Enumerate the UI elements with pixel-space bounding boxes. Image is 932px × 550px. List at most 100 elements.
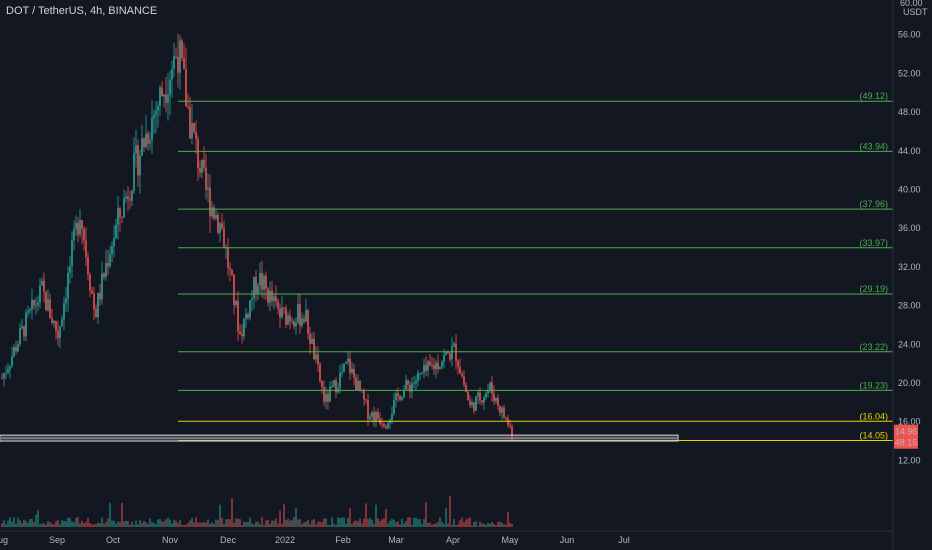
candle — [77, 216, 79, 243]
candle-body — [13, 346, 15, 357]
candle-body — [21, 326, 23, 329]
volume-bar — [129, 524, 131, 527]
volume-bar — [297, 519, 299, 527]
candle-body — [387, 423, 389, 429]
candle-body — [441, 361, 443, 367]
volume-bar — [415, 517, 417, 527]
candle-body — [385, 426, 387, 429]
volume-bar — [255, 521, 257, 527]
volume-bar — [169, 519, 171, 527]
volume-bar — [421, 524, 423, 527]
volume-bar — [281, 524, 283, 527]
candle-body — [85, 240, 87, 258]
candle-body — [25, 312, 27, 337]
volume-bar — [351, 523, 353, 527]
candle — [333, 379, 335, 388]
candle — [317, 346, 319, 372]
candle — [377, 408, 379, 422]
volume-bar — [341, 517, 343, 527]
candle-body — [121, 217, 123, 218]
candle — [493, 385, 495, 406]
volume-bar — [137, 524, 139, 527]
volume-bar — [215, 519, 217, 527]
candle-body — [503, 407, 505, 418]
volume-bar — [473, 522, 475, 527]
candle — [205, 153, 207, 200]
candle-body — [285, 308, 287, 325]
candle-body — [99, 292, 101, 300]
level-line: (23.22) — [178, 342, 893, 353]
candle-body — [229, 267, 231, 270]
candle — [105, 249, 107, 281]
volume-bar — [19, 520, 21, 527]
volume-bar — [363, 518, 365, 527]
candle — [227, 238, 229, 276]
candle-body — [443, 355, 445, 362]
candle — [75, 215, 77, 236]
volume-bar — [349, 508, 351, 527]
candle — [83, 226, 85, 251]
candle-body — [9, 365, 11, 370]
volume-bar — [455, 524, 457, 527]
candle — [191, 103, 193, 145]
candle-body — [391, 413, 393, 420]
candle — [461, 371, 463, 378]
volume-bar — [413, 517, 415, 527]
candle-body — [261, 273, 263, 290]
candle-body — [63, 303, 65, 320]
candle-body — [227, 247, 229, 268]
candle — [65, 287, 67, 312]
volume-bar — [67, 517, 69, 527]
candle — [477, 389, 479, 404]
candles — [1, 33, 513, 441]
volume-bar — [25, 521, 27, 527]
candle-body — [313, 338, 315, 360]
volume-bar — [73, 521, 75, 527]
volume-bar — [95, 523, 97, 527]
volume-bar — [175, 520, 177, 527]
candle-body — [223, 228, 225, 248]
horizontal-levels[interactable]: (49.12) (43.94) (37.96) (33.97) (29.19) (23.2… — [0, 91, 893, 442]
candle-body — [127, 196, 129, 200]
candle-body — [397, 393, 399, 396]
volume-bar — [37, 509, 39, 527]
level-label: (29.19) — [859, 284, 888, 294]
volume-bar — [253, 524, 255, 527]
candle-body — [425, 364, 427, 371]
volume-bar — [449, 495, 451, 527]
candle — [111, 241, 113, 263]
candle-body — [109, 254, 111, 267]
candle-body — [307, 310, 309, 334]
volume-bar — [127, 521, 129, 527]
candle — [365, 398, 367, 404]
candle-body — [249, 300, 251, 318]
candle — [195, 120, 197, 154]
candle — [171, 60, 173, 98]
candle-body — [489, 382, 491, 390]
candle — [61, 315, 63, 327]
candle — [167, 72, 169, 121]
volume-bar — [283, 504, 285, 527]
candle-body — [315, 354, 317, 360]
candle-body — [159, 87, 161, 107]
candle — [285, 304, 287, 329]
candle — [7, 362, 9, 375]
volume-bar — [431, 524, 433, 527]
volume-bar — [13, 517, 15, 527]
volume-bar — [443, 524, 445, 527]
candle-body — [55, 320, 57, 332]
candle-body — [481, 400, 483, 403]
candle-body — [167, 94, 169, 103]
candle — [109, 245, 111, 269]
candle-body — [477, 392, 479, 397]
volume-bar — [143, 521, 145, 527]
candle-body — [61, 319, 63, 327]
volume-bar — [49, 522, 51, 527]
volume-bar — [11, 521, 13, 527]
candle-body — [137, 145, 139, 176]
candle — [201, 159, 203, 179]
candle — [215, 209, 217, 221]
volume-bar — [71, 521, 73, 527]
volume-bar — [405, 521, 407, 527]
